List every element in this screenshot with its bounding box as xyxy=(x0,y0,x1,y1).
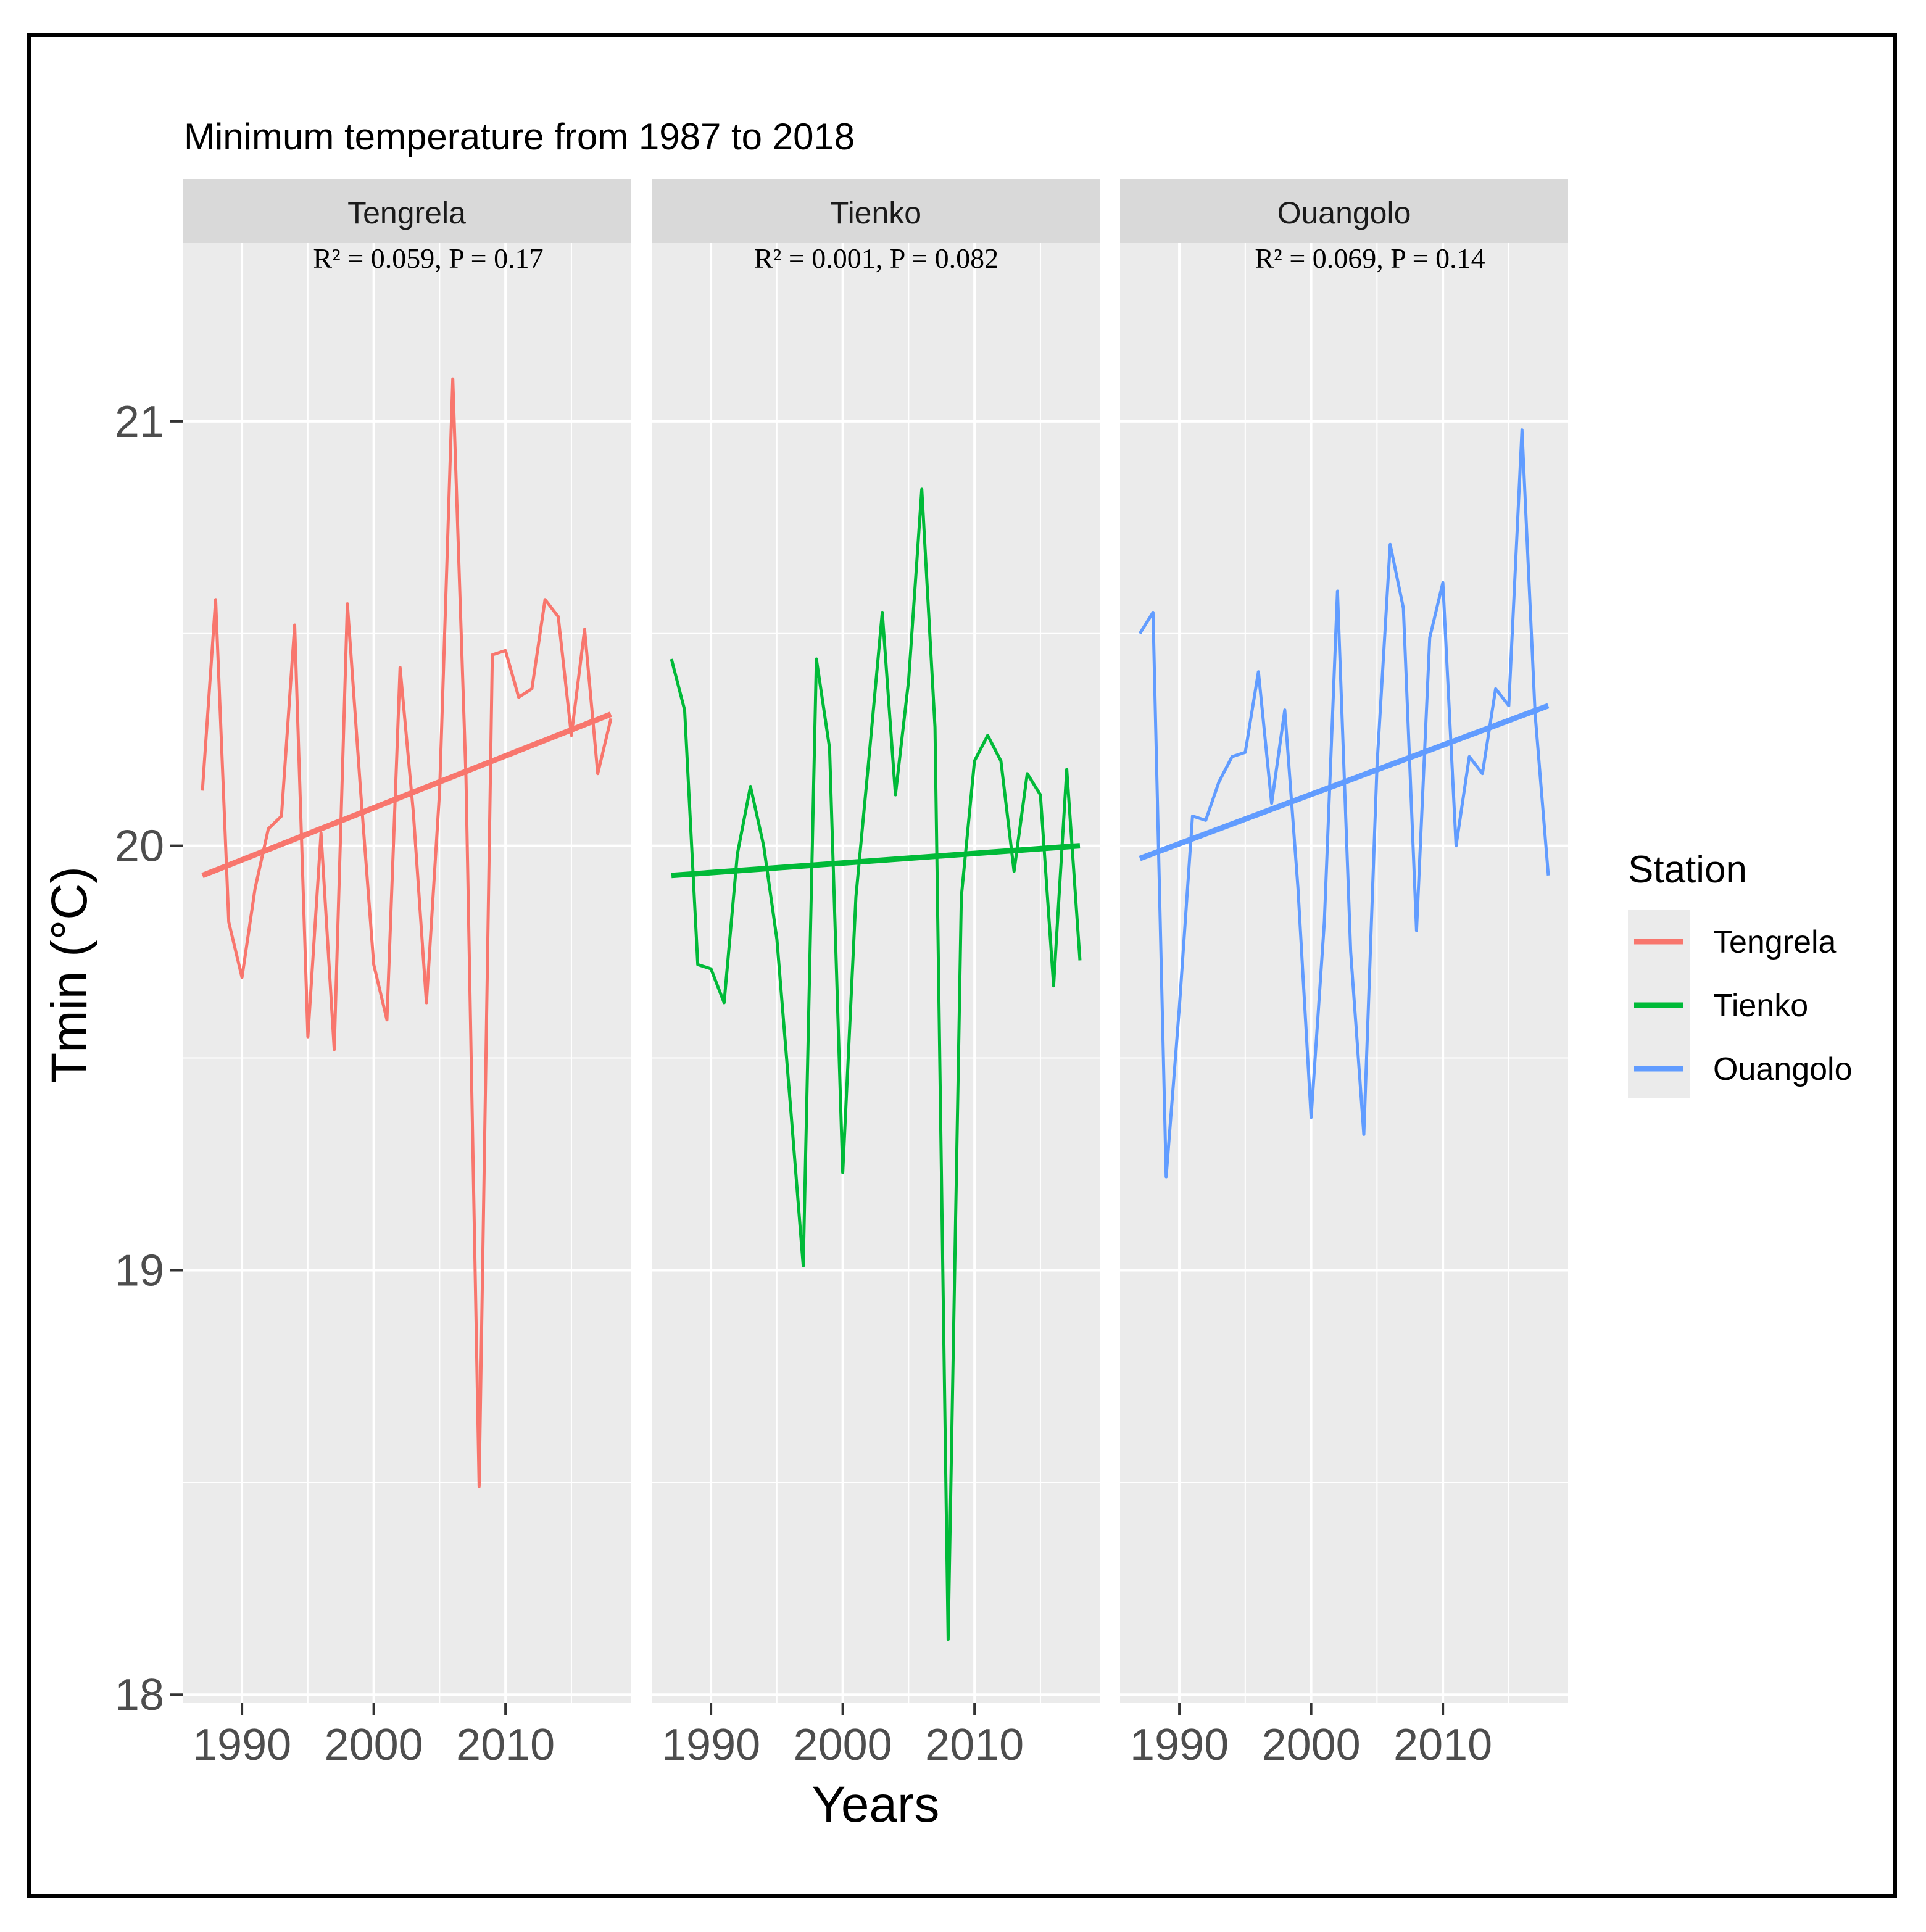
panel-tienko: Tienko R² = 0.001, P = 0.082 xyxy=(652,179,1100,1703)
x-tick-label: 1990 xyxy=(193,1720,291,1770)
plot-area-ouangolo xyxy=(1120,243,1568,1703)
chart-title: Minimum temperature from 1987 to 2018 xyxy=(184,116,855,157)
strip-tengrela xyxy=(183,179,631,243)
trend-line-tengrela xyxy=(201,711,612,878)
stats-label-ouangolo: R² = 0.069, P = 0.14 xyxy=(1255,243,1485,274)
strip-tienko xyxy=(652,179,1100,243)
figure-border xyxy=(27,33,1897,1898)
series-line-tengrela xyxy=(201,377,613,1488)
y-tick-label: 20 xyxy=(115,822,164,871)
x-axis: 1990 2000 2010 1990 2000 2010 1990 2000 2010 xyxy=(193,1703,1492,1770)
y-axis: 18 19 20 21 xyxy=(115,397,183,1720)
gridlines-tienko xyxy=(652,243,1100,1703)
x-tick-label: 2000 xyxy=(1262,1720,1361,1770)
x-tick-label: 2010 xyxy=(925,1720,1024,1770)
x-tick-label: 2010 xyxy=(456,1720,555,1770)
x-tick-label: 1990 xyxy=(662,1720,760,1770)
stats-label-tengrela: R² = 0.059, P = 0.17 xyxy=(313,243,543,274)
y-tick-label: 18 xyxy=(115,1670,164,1720)
trend-line-tienko xyxy=(671,843,1081,879)
strip-ouangolo xyxy=(1120,179,1568,243)
legend-label-tengrela: Tengrela xyxy=(1713,924,1837,960)
strip-label-ouangolo: Ouangolo xyxy=(1277,196,1411,230)
plot-area-tengrela xyxy=(183,243,631,1703)
x-tick-label: 1990 xyxy=(1130,1720,1229,1770)
legend-label-tienko: Tienko xyxy=(1713,988,1808,1024)
legend-title: Station xyxy=(1628,848,1747,891)
x-tick-label: 2000 xyxy=(794,1720,892,1770)
gridlines-ouangolo xyxy=(1120,243,1568,1703)
legend-label-ouangolo: Ouangolo xyxy=(1713,1051,1853,1087)
panel-tengrela: Tengrela R² = 0.059, P = 0.17 xyxy=(183,179,631,1703)
series-line-ouangolo xyxy=(1138,428,1550,1179)
panel-ouangolo: Ouangolo R² = 0.069, P = 0.14 xyxy=(1120,179,1568,1703)
legend: Station Tengrela Tienko Ouangolo xyxy=(1628,848,1853,1098)
plot-area-tienko xyxy=(652,243,1100,1703)
trend-line-ouangolo xyxy=(1139,703,1550,861)
x-tick-label: 2010 xyxy=(1393,1720,1492,1770)
y-tick-label: 21 xyxy=(115,397,164,447)
strip-label-tienko: Tienko xyxy=(830,196,921,230)
y-axis-title: Tmin (°C) xyxy=(41,866,98,1084)
y-tick-label: 19 xyxy=(115,1246,164,1295)
x-tick-label: 2000 xyxy=(325,1720,423,1770)
x-axis-title: Years xyxy=(812,1777,940,1833)
strip-label-tengrela: Tengrela xyxy=(347,196,466,230)
stats-label-tienko: R² = 0.001, P = 0.082 xyxy=(754,243,998,274)
